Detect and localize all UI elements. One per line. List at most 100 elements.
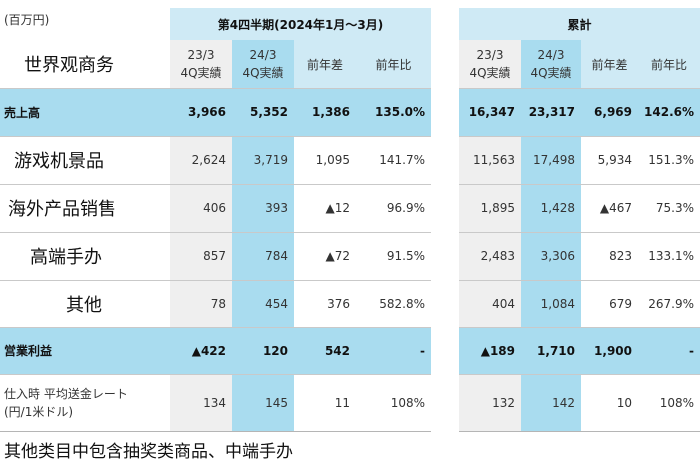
- table-cell: 135.0%: [375, 105, 425, 119]
- profit-row-bg-left: [0, 327, 431, 374]
- table-cell: 108%: [659, 395, 694, 410]
- row-divider: [0, 327, 431, 328]
- sales-row-bg-left: [0, 88, 431, 136]
- table-cell: 3,966: [188, 105, 226, 119]
- table-cell: -: [420, 343, 425, 358]
- cum-ratio-column-header: 前年比: [650, 57, 687, 72]
- row-divider: [459, 88, 700, 89]
- label-line: (円/1米ドル): [4, 404, 74, 419]
- cum-diff-column-header: 前年差: [591, 57, 628, 72]
- row-divider: [459, 184, 700, 185]
- table-cell: 393: [265, 201, 288, 215]
- table-cell: 145: [265, 395, 288, 410]
- table-cell: 142.6%: [644, 105, 694, 119]
- unit-label: (百万円): [4, 12, 50, 27]
- footnote: 其他类目中包含抽奖类商品、中端手办: [4, 442, 293, 462]
- row-label-avg-exchange-rate: 仕入時 平均送金レート (円/1米ドル): [4, 374, 170, 431]
- table-cell: 142: [552, 395, 575, 410]
- row-divider: [0, 374, 431, 375]
- table-cell: -: [689, 343, 694, 358]
- header-line: 24/3: [537, 48, 565, 62]
- table-cell: 1,895: [480, 201, 515, 215]
- q4-diff-column-header: 前年差: [306, 57, 343, 72]
- row-divider: [0, 232, 431, 233]
- table-cell: ▲467: [599, 201, 632, 215]
- table-cell: 542: [324, 343, 350, 358]
- table-cell: 267.9%: [648, 296, 694, 311]
- table-cell: 406: [203, 201, 226, 215]
- row-label-operating-profit: 営業利益: [4, 344, 53, 358]
- row-label-other: 其他: [66, 294, 102, 316]
- row-label-overseas-sales: 海外产品销售: [8, 199, 116, 220]
- row-label-sales: 売上高: [4, 105, 41, 120]
- table-cell: 823: [609, 249, 632, 263]
- row-divider: [0, 88, 431, 89]
- table-cell: 1,428: [540, 201, 575, 215]
- row-divider: [459, 327, 700, 328]
- table-cell: 132: [492, 395, 515, 410]
- table-cell: 1,386: [312, 105, 350, 119]
- row-divider: [459, 136, 700, 137]
- label-line: 仕入時 平均送金レート: [4, 386, 128, 401]
- table-cell: 582.8%: [379, 296, 425, 311]
- header-line: 4Q実績: [469, 66, 511, 80]
- table-cell: 3,719: [253, 153, 288, 167]
- q4-section-header: 第4四半期(2024年1月～3月): [217, 17, 384, 32]
- cumulative-section-header: 累計: [567, 17, 592, 32]
- table-cell: ▲422: [191, 343, 226, 358]
- table-cell: ▲189: [480, 343, 515, 358]
- header-line: 23/3: [476, 48, 504, 62]
- table-cell: 1,710: [537, 343, 575, 358]
- table-cell: 404: [492, 296, 515, 311]
- table-cell: 91.5%: [386, 249, 425, 263]
- table-cell: 1,900: [594, 343, 632, 358]
- title-cell: 世界观商务: [24, 55, 114, 76]
- table-cell: 454: [265, 296, 288, 311]
- table-cell: 3,306: [540, 249, 575, 263]
- table-cell: 16,347: [468, 105, 515, 119]
- header-line: 23/3: [187, 48, 215, 62]
- table-cell: 133.1%: [648, 249, 694, 263]
- table-cell: 151.3%: [648, 153, 694, 167]
- q4-curr-column-header: 24/3 4Q実績: [232, 40, 294, 88]
- table-cell: 96.9%: [386, 201, 425, 215]
- row-label-arcade-prizes: 游戏机景品: [14, 151, 104, 172]
- table-cell: 78: [210, 296, 226, 311]
- q4-prev-column-header: 23/3 4Q実績: [170, 40, 232, 88]
- header-line: 4Q実績: [180, 66, 222, 80]
- table-cell: 376: [327, 296, 350, 311]
- table-cell: 10: [616, 395, 632, 410]
- table-cell: 108%: [390, 395, 425, 410]
- row-divider: [459, 232, 700, 233]
- profit-row-bg-right: [459, 327, 700, 374]
- sales-row-bg-right: [459, 88, 700, 136]
- table-cell: 6,969: [594, 105, 632, 119]
- row-divider: [0, 184, 431, 185]
- table-cell: 120: [262, 343, 288, 358]
- table-cell: 2,624: [191, 153, 226, 167]
- header-line: 4Q実績: [530, 66, 572, 80]
- header-line: 24/3: [249, 48, 277, 62]
- table-cell: 17,498: [533, 153, 575, 167]
- table-cell: 1,084: [540, 296, 575, 311]
- table-cell: 1,095: [315, 153, 350, 167]
- table-cell: 141.7%: [379, 153, 425, 167]
- row-divider: [0, 280, 431, 281]
- table-cell: 11: [334, 395, 350, 410]
- row-divider: [0, 136, 431, 137]
- cum-curr-column-header: 24/3 4Q実績: [521, 40, 581, 88]
- table-cell: 5,352: [250, 105, 288, 119]
- table-cell: 75.3%: [655, 201, 694, 215]
- table-cell: 2,483: [480, 249, 515, 263]
- financial-table: (百万円) 世界观商务 第4四半期(2024年1月～3月) 累計 23/3 4Q…: [0, 8, 700, 432]
- table-cell: 784: [265, 249, 288, 263]
- q4-ratio-column-header: 前年比: [375, 57, 412, 72]
- row-label-high-end-figures: 高端手办: [30, 247, 102, 268]
- table-cell: 134: [203, 395, 226, 410]
- table-cell: 23,317: [528, 105, 575, 119]
- cum-prev-column-header: 23/3 4Q実績: [459, 40, 521, 88]
- table-cell: 5,934: [597, 153, 632, 167]
- table-bottom-border: [459, 431, 700, 432]
- table-cell: 679: [609, 296, 632, 311]
- header-line: 4Q実績: [242, 66, 284, 80]
